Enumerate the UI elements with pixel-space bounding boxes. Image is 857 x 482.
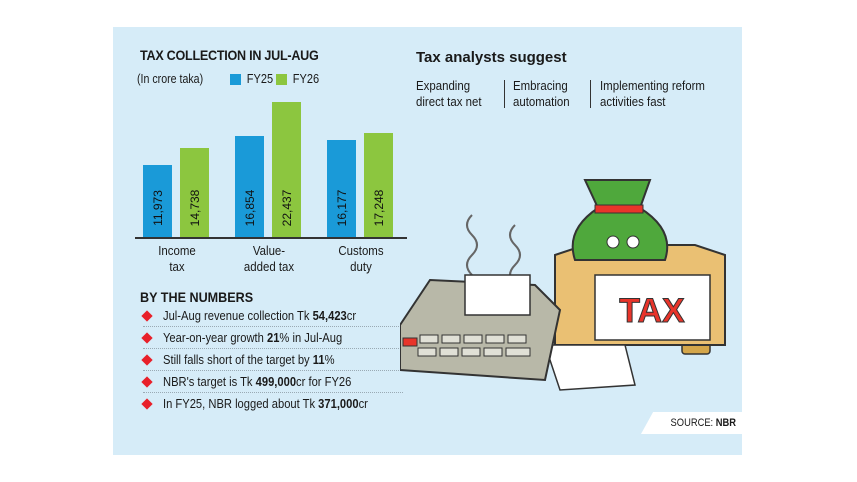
bar-fy26-2: 17,248: [364, 133, 393, 237]
bar-fy25-1: 16,854: [235, 136, 264, 237]
chart-unit: (In crore taka): [137, 72, 204, 86]
svg-text:TAX: TAX: [619, 292, 685, 330]
bar-value-label: 14,738: [187, 189, 202, 227]
diamond-bullet-icon: [141, 375, 153, 388]
receipt-icon: [543, 344, 636, 391]
list-item: Year-on-year growth 21% in Jul-Aug: [141, 327, 403, 349]
bar-value-label: 16,854: [242, 189, 257, 227]
legend-swatch-fy26: [276, 73, 287, 85]
chart-baseline: [135, 237, 407, 239]
legend-item-fy26: FY26: [276, 72, 321, 86]
bar-value-label: 11,973: [150, 190, 165, 226]
numbers-title: BY THE NUMBERS: [140, 289, 254, 305]
numbers-list: Jul-Aug revenue collection Tk 54,423cr Y…: [141, 305, 403, 414]
chart-title: TAX COLLECTION IN JUL-AUG: [140, 47, 319, 63]
bar-fy26-1: 22,437: [272, 102, 301, 237]
suggestion-item: Implementing reform activities fast: [600, 78, 705, 109]
tax-illustration: TAX: [400, 179, 726, 391]
list-item: Jul-Aug revenue collection Tk 54,423cr: [141, 305, 403, 327]
legend-label-fy25: FY25: [246, 72, 274, 86]
diamond-bullet-icon: [141, 331, 153, 344]
diamond-bullet-icon: [141, 397, 153, 410]
bar-fy26-0: 14,738: [180, 148, 209, 237]
category-label-customs: Customs duty: [338, 243, 384, 274]
list-item: Still falls short of the target by 11%: [141, 349, 403, 371]
bar-value-label: 17,248: [371, 189, 386, 227]
category-label-vat: Value-added tax: [243, 243, 295, 274]
money-bag-icon: [571, 179, 669, 261]
category-label-income-tax: Income tax: [158, 243, 196, 274]
tax-box-icon: TAX: [554, 244, 726, 346]
legend-item-fy25: FY25: [230, 72, 275, 86]
legend-swatch-fy25: [230, 73, 241, 85]
list-item: In FY25, NBR logged about Tk 371,000cr: [141, 393, 403, 414]
legend-label-fy26: FY26: [292, 72, 320, 86]
bar-fy25-2: 16,177: [327, 140, 356, 237]
list-item: NBR's target is Tk 499,000cr for FY26: [141, 371, 403, 393]
suggestion-item: Expanding direct tax net: [416, 78, 482, 109]
diamond-bullet-icon: [141, 353, 153, 366]
bar-fy25-0: 11,973: [143, 165, 172, 237]
calculator-icon: [400, 274, 562, 382]
source-tag: SOURCE: NBR: [641, 412, 742, 434]
divider: [590, 80, 591, 108]
bar-value-label: 16,177: [334, 189, 349, 227]
divider: [504, 80, 505, 108]
analysts-title: Tax analysts suggest: [416, 49, 567, 66]
diamond-bullet-icon: [141, 309, 153, 322]
suggestion-item: Embracing automation: [513, 78, 570, 109]
bar-value-label: 22,437: [279, 189, 294, 227]
